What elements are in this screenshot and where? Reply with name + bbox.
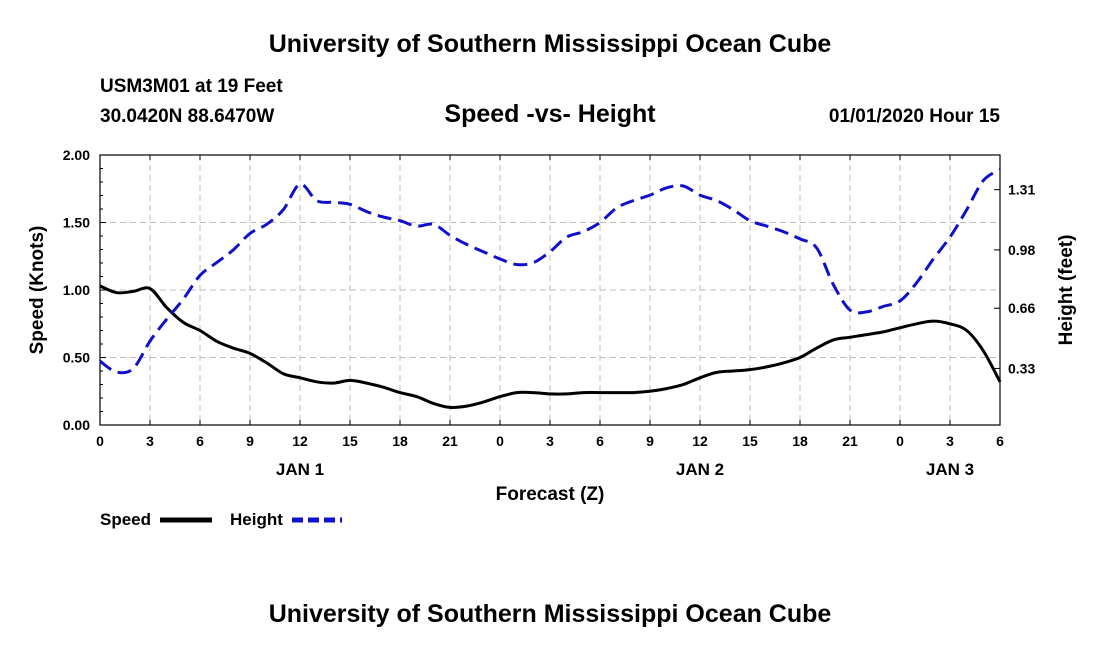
x-tick-label: 0 xyxy=(896,433,904,449)
y-left-tick-label: 1.00 xyxy=(63,282,90,298)
x-tick-label: 3 xyxy=(146,433,154,449)
y-right-tick-label: 0.33 xyxy=(1008,360,1035,376)
x-tick-label: 6 xyxy=(996,433,1004,449)
y-right-tick-label: 0.98 xyxy=(1008,242,1035,258)
y-right-axis-label: Height (feet) xyxy=(1056,235,1077,346)
x-tick-label: 3 xyxy=(946,433,954,449)
legend-speed-label: Speed xyxy=(100,510,151,529)
x-tick-label: 15 xyxy=(342,433,358,449)
y-left-tick-label: 0.50 xyxy=(63,350,90,366)
y-left-tick-label: 1.50 xyxy=(63,215,90,231)
station-id: USM3M01 at 19 Feet xyxy=(100,76,283,97)
x-tick-label: 12 xyxy=(692,433,708,449)
x-tick-label: 3 xyxy=(546,433,554,449)
footer-title: University of Southern Mississippi Ocean… xyxy=(268,600,832,628)
grid-layer xyxy=(100,155,1000,425)
x-tick-label: 0 xyxy=(496,433,504,449)
x-tick-label: 18 xyxy=(392,433,408,449)
legend: Speed Height xyxy=(100,510,342,529)
x-tick-label: 21 xyxy=(442,433,458,449)
station-coords: 30.0420N 88.6470W xyxy=(100,106,275,127)
main-title: University of Southern Mississippi Ocean… xyxy=(268,30,832,58)
y-right-tick-label: 1.31 xyxy=(1008,182,1035,198)
x-tick-label: 6 xyxy=(196,433,204,449)
x-day-label: JAN 3 xyxy=(926,460,974,479)
axis-layer: 0 3 6 9 12 15 18 21 0 3 6 9 12 15 18 21 0 3 6 JAN 1 JAN 2 JAN… xyxy=(63,147,1036,479)
legend-height-label: Height xyxy=(230,510,283,529)
x-tick-label: 9 xyxy=(246,433,254,449)
x-tick-label: 0 xyxy=(96,433,104,449)
y-left-tick-label: 0.00 xyxy=(63,417,90,433)
x-day-label: JAN 1 xyxy=(276,460,324,479)
x-tick-label: 18 xyxy=(792,433,808,449)
x-axis-label: Forecast (Z) xyxy=(496,484,605,505)
series-line-speed xyxy=(99,284,1002,410)
x-day-label: JAN 2 xyxy=(676,460,724,479)
y-right-tick-label: 0.66 xyxy=(1008,300,1035,316)
x-tick-label: 15 xyxy=(742,433,758,449)
x-tick-label: 6 xyxy=(596,433,604,449)
chart-subtitle: Speed -vs- Height xyxy=(444,100,656,128)
forecast-datetime: 01/01/2020 Hour 15 xyxy=(828,106,1000,127)
x-tick-label: 12 xyxy=(292,433,308,449)
x-tick-label: 21 xyxy=(842,433,858,449)
series-layer xyxy=(99,168,1002,410)
y-left-tick-label: 2.00 xyxy=(63,147,90,163)
x-tick-label: 9 xyxy=(646,433,654,449)
series-line-height xyxy=(99,168,1001,375)
y-left-axis-label: Speed (Knots) xyxy=(27,226,48,355)
